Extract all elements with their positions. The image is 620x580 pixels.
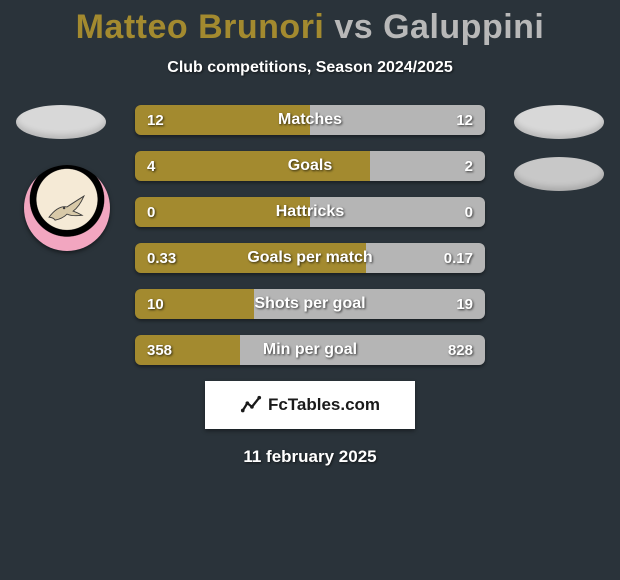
title-left-name: Matteo Brunori (76, 8, 325, 46)
player-badge-right-secondary (514, 157, 604, 191)
stat-row: 0.330.17Goals per match (135, 243, 485, 273)
bar-right-fill (240, 335, 485, 365)
bar-left-fill (135, 335, 240, 365)
stat-row: 1212Matches (135, 105, 485, 135)
player-badge-right (514, 105, 604, 139)
player-badge-left (16, 105, 106, 139)
brand-badge: FcTables.com (205, 381, 415, 429)
bar-left-fill (135, 289, 254, 319)
club-crest-left (24, 165, 110, 251)
page-title: Matteo Brunori vs Galuppini (0, 0, 620, 47)
bar-right-fill (310, 105, 485, 135)
bar-right-fill (254, 289, 485, 319)
bar-right-fill (366, 243, 485, 273)
brand-text: FcTables.com (268, 395, 380, 415)
bar-left-fill (135, 197, 310, 227)
title-right-name: Galuppini (383, 8, 544, 46)
footer-date: 11 february 2025 (0, 447, 620, 467)
stat-row: 358828Min per goal (135, 335, 485, 365)
stat-row: 1019Shots per goal (135, 289, 485, 319)
stat-bars: 1212Matches 42Goals 00Hattricks 0.330.17Goa… (135, 105, 485, 365)
bar-left-fill (135, 243, 366, 273)
comparison-area: 1212Matches 42Goals 00Hattricks 0.330.17Goa… (0, 105, 620, 365)
stat-row: 00Hattricks (135, 197, 485, 227)
bar-left-fill (135, 151, 370, 181)
eagle-icon (37, 178, 97, 238)
bar-left-fill (135, 105, 310, 135)
title-vs: vs (324, 8, 383, 46)
chart-icon (240, 394, 262, 416)
bar-right-fill (310, 197, 485, 227)
stat-row: 42Goals (135, 151, 485, 181)
subtitle: Club competitions, Season 2024/2025 (0, 59, 620, 77)
bar-right-fill (370, 151, 486, 181)
